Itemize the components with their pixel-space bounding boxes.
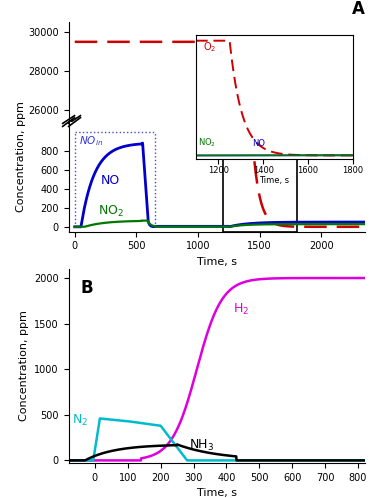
- Text: Concentration, ppm: Concentration, ppm: [16, 102, 26, 212]
- Text: N$_2$: N$_2$: [72, 413, 88, 428]
- Text: NO$_{in}$: NO$_{in}$: [79, 134, 103, 148]
- Text: NO: NO: [101, 174, 120, 187]
- Text: O$_2$: O$_2$: [203, 40, 216, 54]
- Text: NO$_2$: NO$_2$: [198, 137, 216, 149]
- Text: A: A: [352, 0, 365, 17]
- Text: NH$_3$: NH$_3$: [189, 438, 214, 453]
- Text: NO: NO: [252, 139, 265, 148]
- Text: NO$_2$: NO$_2$: [98, 203, 124, 219]
- Y-axis label: Concentration, ppm: Concentration, ppm: [19, 311, 29, 421]
- Text: O$_2$: O$_2$: [201, 69, 219, 85]
- Bar: [223, 131, 297, 232]
- X-axis label: Time, s: Time, s: [196, 257, 237, 267]
- X-axis label: Time, s: Time, s: [196, 489, 237, 498]
- X-axis label: Time, s: Time, s: [260, 176, 289, 185]
- Text: H$_2$: H$_2$: [233, 302, 249, 317]
- Text: B: B: [80, 279, 93, 297]
